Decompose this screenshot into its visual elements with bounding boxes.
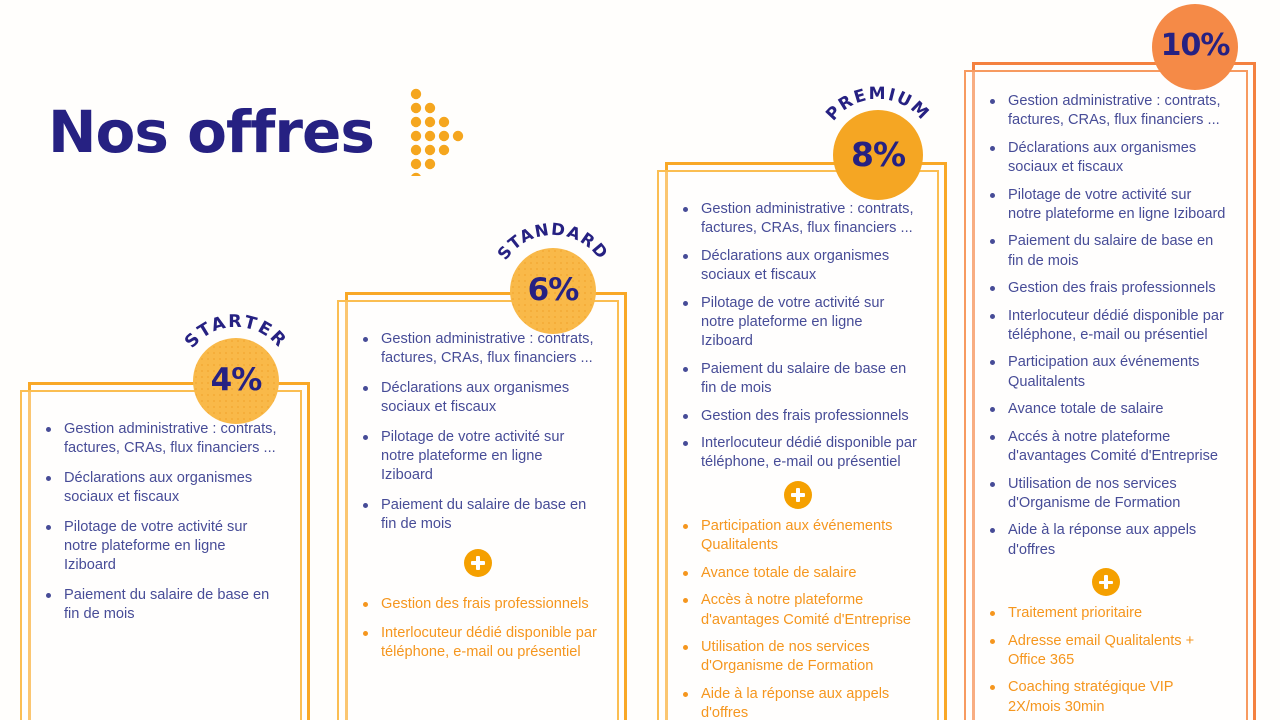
- feature-item: Déclarations aux organismes sociaux et f…: [42, 469, 280, 508]
- feature-item: Gestion des frais professionnels: [679, 407, 917, 426]
- bonus-feature-item: Utilisation de nos services d'Organisme …: [679, 638, 917, 677]
- card-body: Gestion administrative : contrats, factu…: [20, 390, 302, 720]
- feature-item: Paiement du salaire de base en fin de mo…: [42, 586, 280, 625]
- plan-badge-premium: PREMIUM 8%: [822, 84, 932, 200]
- feature-item: Pilotage de votre activité sur notre pla…: [679, 294, 917, 352]
- plan-badge-plan-10: 10%: [1152, 4, 1238, 90]
- plus-icon: [1092, 568, 1120, 597]
- page-header: Nos offres: [48, 82, 472, 184]
- card-body: Gestion administrative : contrats, factu…: [337, 300, 619, 720]
- bonus-feature-item: Coaching stratégique VIP 2X/mois 30min: [986, 678, 1226, 717]
- bonus-feature-item: Adresse email Qualitalents + Office 365: [986, 632, 1226, 671]
- feature-item: Gestion administrative : contrats, factu…: [679, 200, 917, 239]
- bonus-feature-list: Participation aux événements Qualitalent…: [679, 517, 917, 720]
- plan-percent: 10%: [1160, 28, 1231, 63]
- bonus-feature-item: Interlocuteur dédié disponible par télép…: [359, 624, 597, 663]
- feature-item: Aide à la réponse aux appels d'offres: [986, 521, 1226, 560]
- feature-item: Paiement du salaire de base en fin de mo…: [986, 232, 1226, 271]
- feature-item: Gestion administrative : contrats, factu…: [359, 330, 597, 369]
- plan-badge-circle: 10%: [1152, 4, 1238, 90]
- card-body: Gestion administrative : contrats, factu…: [657, 170, 939, 720]
- bonus-feature-list: Gestion des frais professionnels Interlo…: [359, 595, 597, 663]
- plus-divider: [679, 480, 917, 509]
- bonus-feature-item: Avance totale de salaire: [679, 564, 917, 583]
- plan-percent: 6%: [527, 271, 580, 308]
- feature-item: Interlocuteur dédié disponible par télép…: [986, 307, 1226, 346]
- card-body: Gestion administrative : contrats, factu…: [964, 70, 1248, 720]
- feature-item: Pilotage de votre activité sur notre pla…: [986, 186, 1226, 225]
- feature-item: Pilotage de votre activité sur notre pla…: [359, 428, 597, 486]
- feature-list: Gestion administrative : contrats, factu…: [42, 420, 280, 625]
- feature-item: Déclarations aux organismes sociaux et f…: [986, 139, 1226, 178]
- bonus-feature-item: Accès à notre plateforme d'avantages Com…: [679, 591, 917, 630]
- dot-triangle-icon: [408, 86, 472, 184]
- plan-badge-circle: 8%: [833, 110, 923, 200]
- bonus-feature-list: Traitement prioritaire Adresse email Qua…: [986, 604, 1226, 720]
- bonus-feature-item: Participation aux événements Qualitalent…: [679, 517, 917, 556]
- plan-badge-circle: 4%: [193, 338, 279, 424]
- feature-item: Accés à notre plateforme d'avantages Com…: [986, 428, 1226, 467]
- plus-icon: [464, 548, 492, 577]
- feature-item: Interlocuteur dédié disponible par télép…: [679, 434, 917, 473]
- plus-divider: [359, 548, 597, 577]
- feature-list: Gestion administrative : contrats, factu…: [359, 330, 597, 535]
- feature-item: Gestion administrative : contrats, factu…: [986, 92, 1226, 131]
- pricing-card-premium[interactable]: Gestion administrative : contrats, factu…: [657, 162, 947, 720]
- feature-list: Gestion administrative : contrats, factu…: [679, 200, 917, 473]
- pricing-card-plan-10[interactable]: Gestion administrative : contrats, factu…: [964, 62, 1256, 720]
- plan-percent: 4%: [210, 361, 263, 398]
- plan-badge-circle: 6%: [510, 248, 596, 334]
- feature-item: Avance totale de salaire: [986, 400, 1226, 419]
- feature-item: Paiement du salaire de base en fin de mo…: [679, 360, 917, 399]
- feature-item: Pilotage de votre activité sur notre pla…: [42, 518, 280, 576]
- plus-icon: [784, 480, 812, 509]
- feature-item: Déclarations aux organismes sociaux et f…: [679, 247, 917, 286]
- pricing-card-standard[interactable]: Gestion administrative : contrats, factu…: [337, 292, 627, 720]
- plus-divider: [986, 568, 1226, 597]
- plan-percent: 8%: [850, 134, 906, 174]
- bonus-feature-item: Gestion des frais professionnels: [359, 595, 597, 614]
- feature-item: Paiement du salaire de base en fin de mo…: [359, 496, 597, 535]
- bonus-feature-item: Aide à la réponse aux appels d'offres: [679, 685, 917, 720]
- plan-badge-starter: STARTER 4%: [181, 312, 289, 424]
- feature-item: Gestion des frais professionnels: [986, 279, 1226, 298]
- feature-item: Utilisation de nos services d'Organisme …: [986, 475, 1226, 514]
- plan-badge-standard: STANDARD 6%: [494, 220, 611, 334]
- feature-item: Participation aux événements Qualitalent…: [986, 353, 1226, 392]
- feature-item: Déclarations aux organismes sociaux et f…: [359, 379, 597, 418]
- page-title: Nos offres: [48, 97, 375, 166]
- feature-list: Gestion administrative : contrats, factu…: [986, 92, 1226, 560]
- bonus-feature-item: Traitement prioritaire: [986, 604, 1226, 623]
- feature-item: Gestion administrative : contrats, factu…: [42, 420, 280, 459]
